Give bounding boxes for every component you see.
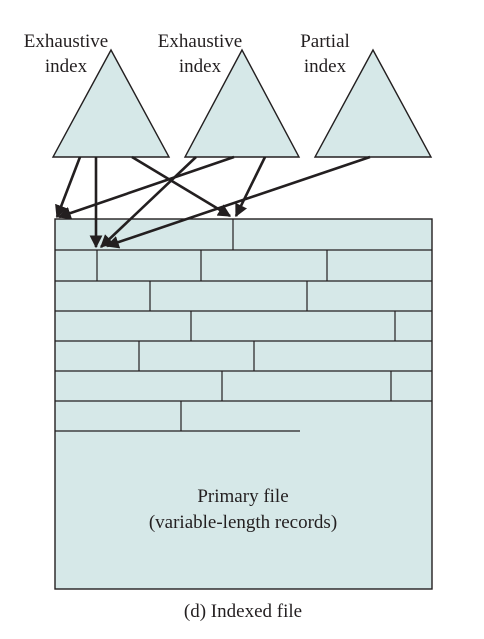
index-1-label-line2: index: [45, 56, 88, 77]
index-1-pointers: [55, 155, 232, 249]
index-2-pointers: [57, 155, 267, 248]
index-2-label-line2: index: [179, 56, 222, 77]
figure-caption: (d) Indexed file: [184, 601, 302, 622]
index-1-label-line1: Exhaustive: [24, 31, 108, 52]
index-3-label-line2: index: [304, 56, 347, 77]
exhaustive-index-2-triangle: [183, 48, 301, 158]
primary-file-subtitle: (variable-length records): [149, 512, 337, 533]
exhaustive-index-1-triangle: [51, 48, 171, 158]
index-3-label-line1: Partial: [300, 31, 350, 52]
record-row-lines: [55, 249, 432, 432]
primary-file-box: [54, 218, 433, 590]
partial-index-triangle: [313, 48, 433, 158]
primary-file-title: Primary file: [197, 486, 288, 507]
record-boundaries: [96, 219, 396, 431]
index-2-label-line1: Exhaustive: [158, 31, 242, 52]
partial-index-pointers: [105, 155, 371, 249]
